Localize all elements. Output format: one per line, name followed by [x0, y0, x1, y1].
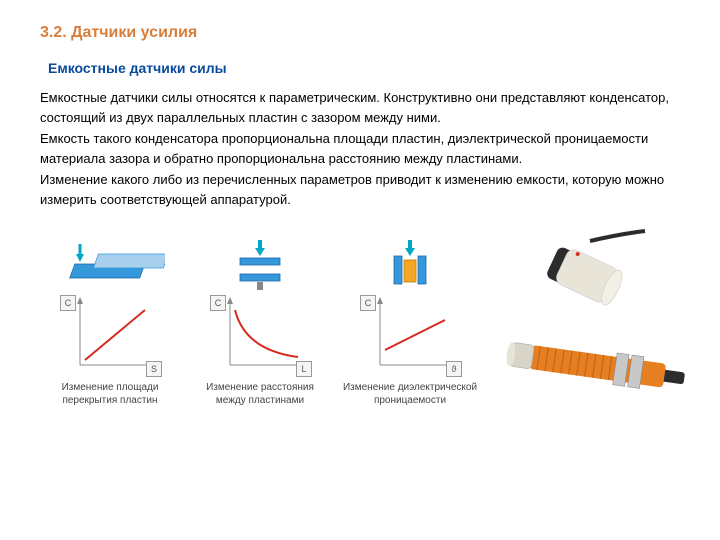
x-axis-label-3: ϑ [446, 361, 462, 377]
sensor-photo-white [500, 229, 690, 324]
y-axis-label-2: C [210, 295, 226, 311]
caption-1: Изменение площади перекрытия пластин [40, 381, 180, 407]
y-axis-label-1: C [60, 295, 76, 311]
graph-dielectric: C ϑ [360, 295, 460, 375]
body-text: Емкостные датчики силы относятся к парам… [40, 88, 680, 209]
diagram-dielectric: C ϑ Изменение диэлектрической проницаемо… [340, 231, 480, 407]
diagram-area-overlap: C S Изменение площади перекрытия пластин [40, 231, 180, 407]
y-axis-label-3: C [360, 295, 376, 311]
paragraph-3: Изменение какого либо из перечисленных п… [40, 170, 680, 209]
sensor-photos [500, 229, 690, 407]
schematic-plates-shift [55, 231, 165, 291]
figures-row: C S Изменение площади перекрытия пластин [40, 229, 680, 407]
graph-area: C S [60, 295, 160, 375]
caption-3: Изменение диэлектрической проницаемости [340, 381, 480, 407]
x-axis-label-1: S [146, 361, 162, 377]
schematic-plates-gap [220, 231, 300, 291]
section-title: 3.2. Датчики усилия [40, 24, 680, 42]
caption-2: Изменение расстояния между пластинами [190, 381, 330, 407]
graph-distance: C L [210, 295, 310, 375]
diagram-gap-distance: C L Изменение расстояния между пластинам… [190, 231, 330, 407]
schematic-dielectric [370, 231, 450, 291]
x-axis-label-2: L [296, 361, 312, 377]
paragraph-1: Емкостные датчики силы относятся к парам… [40, 88, 680, 127]
sensor-photo-orange [500, 332, 690, 407]
paragraph-2: Емкость такого конденсатора пропорционал… [40, 129, 680, 168]
subsection-title: Емкостные датчики силы [48, 60, 680, 76]
